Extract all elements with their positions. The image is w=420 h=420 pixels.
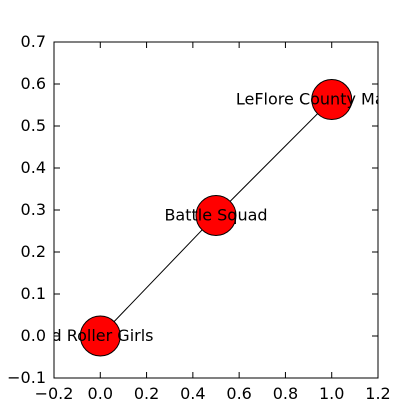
x-tick-label: −0.2 [35, 384, 74, 403]
node-circle [195, 194, 237, 236]
y-tick-label: 0.0 [21, 326, 46, 345]
x-tick-label: 0.2 [134, 384, 159, 403]
x-tick-label: 1.2 [365, 384, 390, 403]
node-label: LeFlore County Maidens [236, 90, 420, 109]
y-tick-label: 0.2 [21, 242, 46, 261]
x-tick-label: 0.6 [226, 384, 251, 403]
x-axis: −0.2 0.0 0.2 0.4 0.6 0.8 1.0 1.2 [35, 42, 391, 403]
edge-line [99, 215, 217, 337]
node-label: id Roller Girls [47, 326, 153, 345]
y-tick-label: 0.3 [21, 200, 46, 219]
edges-layer [99, 99, 333, 337]
node-circle [79, 315, 121, 357]
y-tick-label: −0.1 [7, 368, 46, 387]
node-label: Battle Squad [164, 205, 267, 224]
x-tick-label: 0.4 [180, 384, 205, 403]
y-tick-label: 0.1 [21, 284, 46, 303]
node-circle [311, 79, 353, 121]
nodes-layer [79, 79, 353, 357]
y-axis: −0.1 0.0 0.1 0.2 0.3 0.4 0.5 0.6 0.7 [7, 32, 378, 387]
y-tick-label: 0.7 [21, 32, 46, 51]
edge-line [215, 99, 333, 216]
y-tick-label: 0.4 [21, 158, 46, 177]
y-tick-label: 0.5 [21, 116, 46, 135]
x-tick-label: 0.0 [88, 384, 113, 403]
x-tick-label: 1.0 [319, 384, 344, 403]
node-labels-layer: id Roller Girls Battle Squad LeFlore Count… [47, 90, 420, 345]
x-tick-label: 0.8 [273, 384, 298, 403]
y-tick-label: 0.6 [21, 74, 46, 93]
